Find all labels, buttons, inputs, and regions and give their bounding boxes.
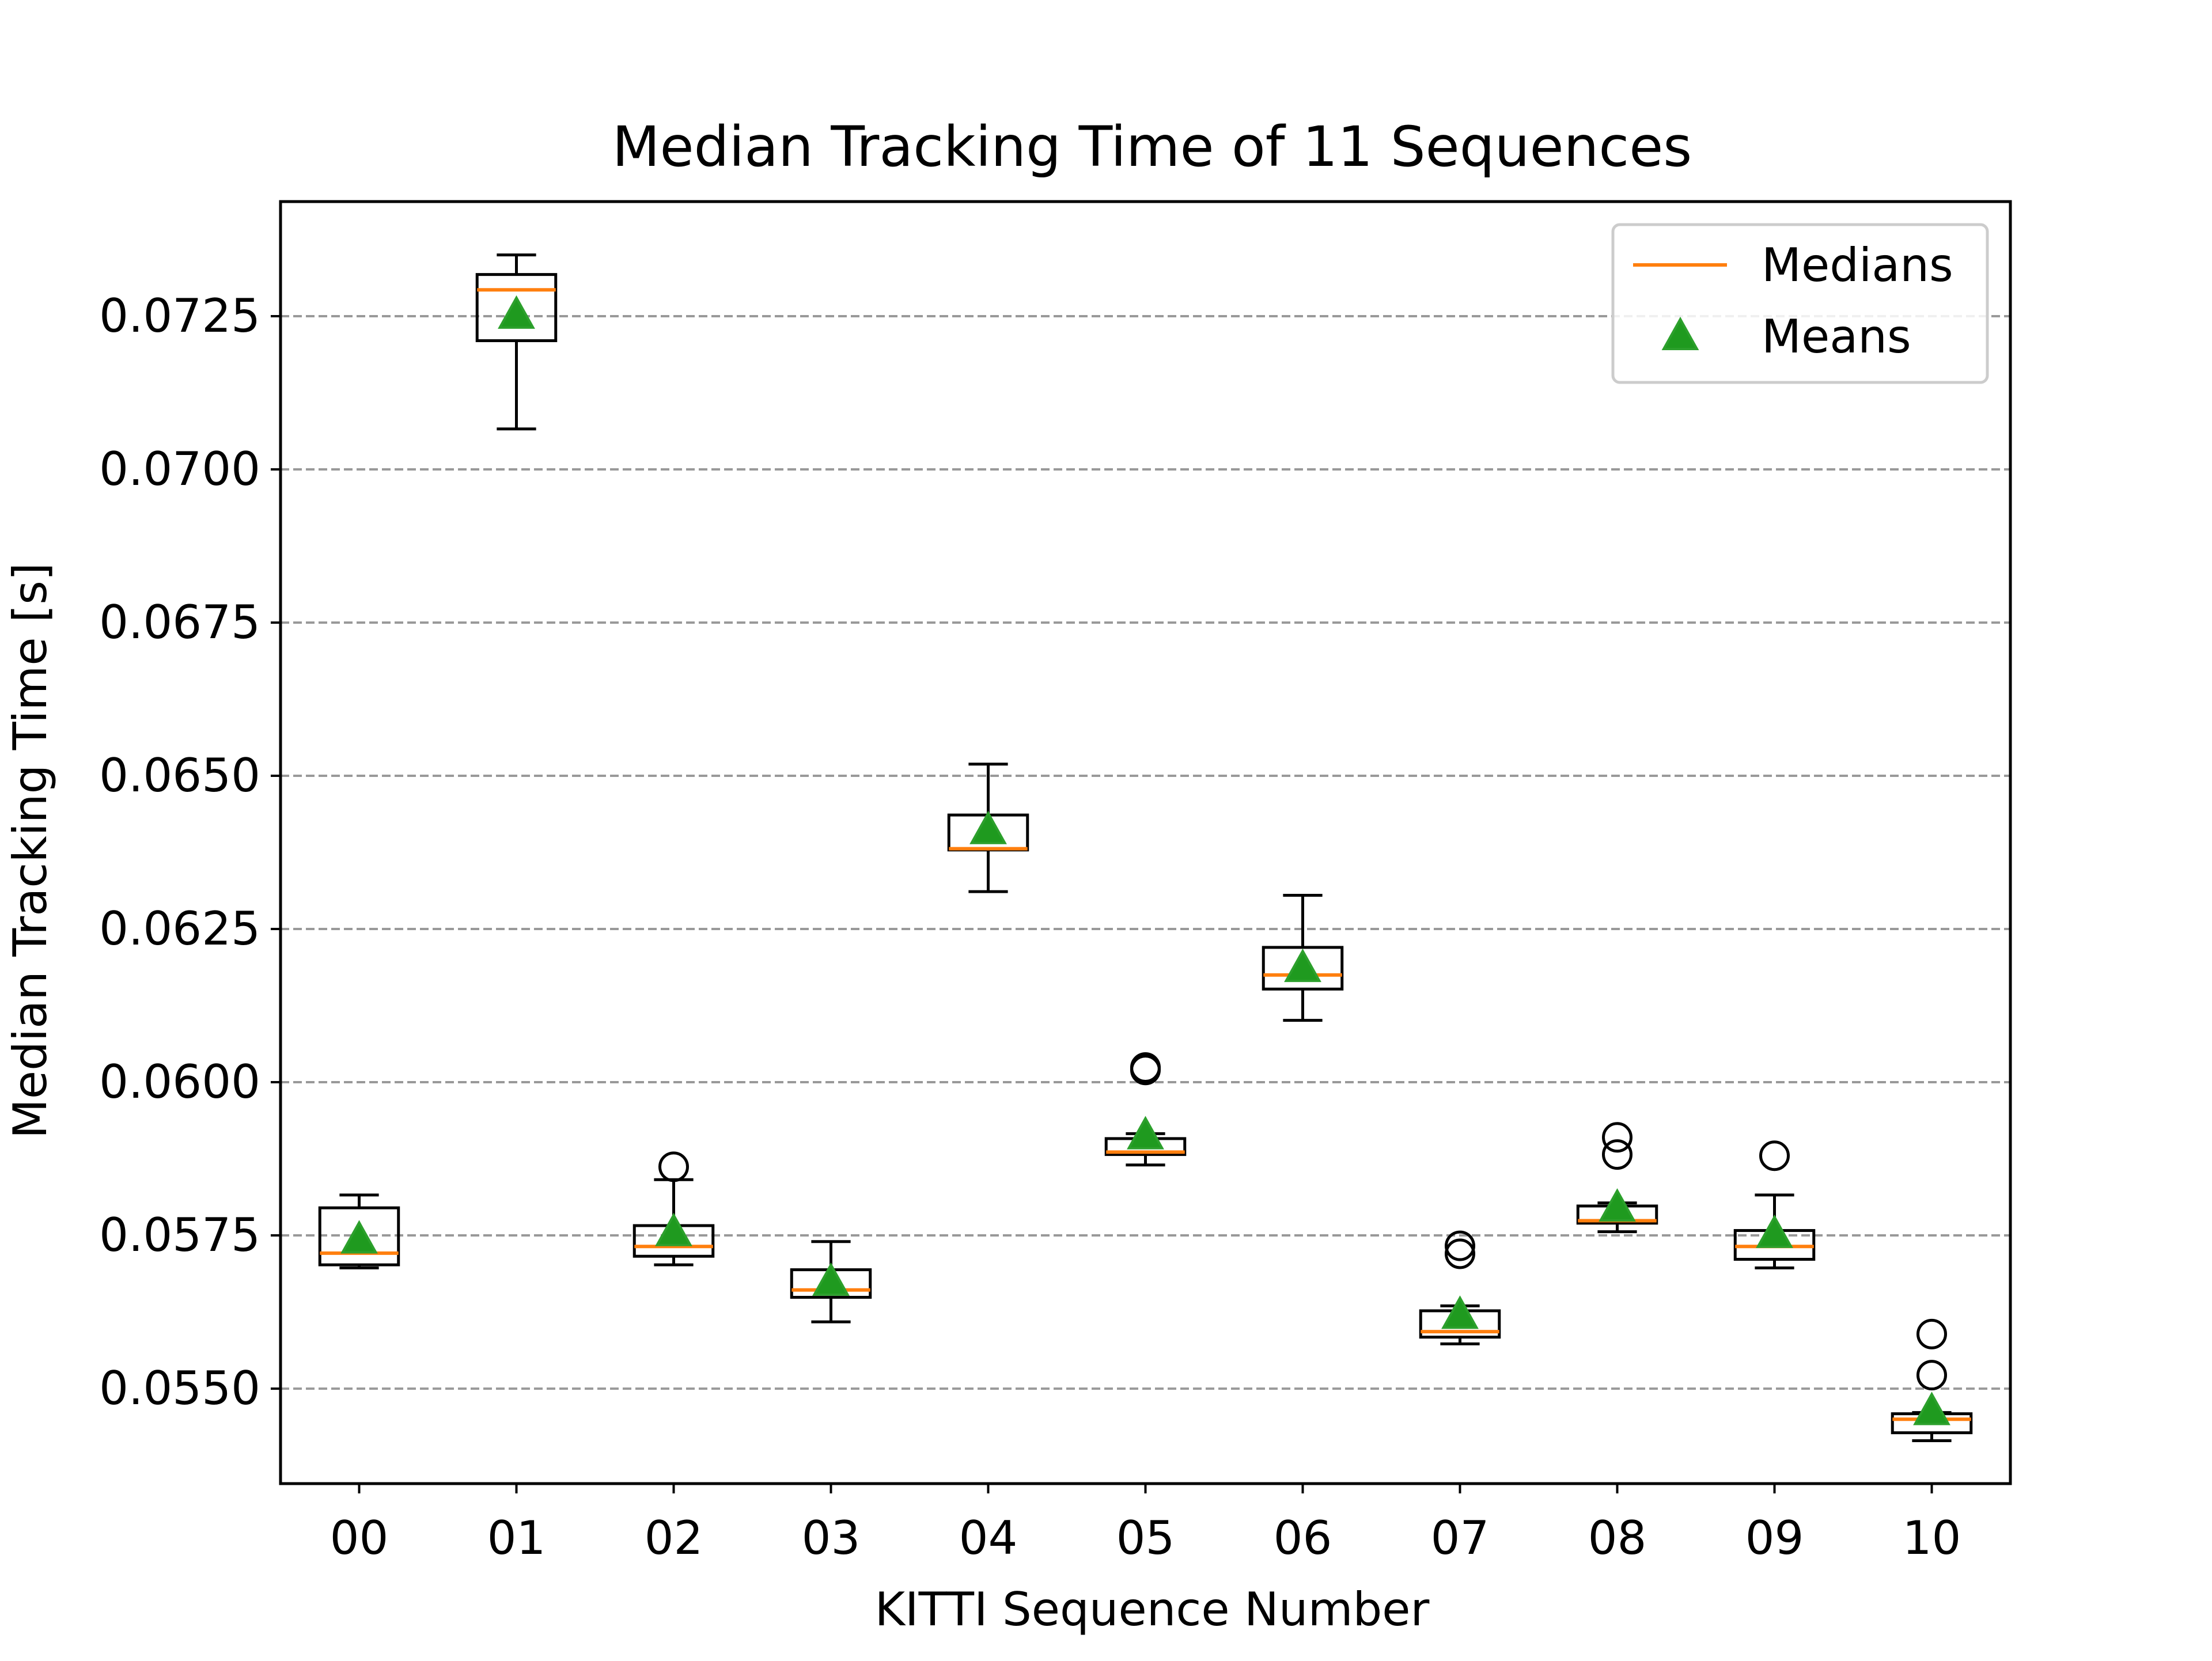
x-tick-label: 03	[802, 1511, 861, 1565]
mean-marker	[1913, 1391, 1950, 1425]
box-group-05	[1104, 1052, 1187, 1167]
mean-marker	[1284, 949, 1321, 983]
y-tick-label: 0.0700	[99, 442, 260, 496]
legend-label-means: Means	[1762, 310, 1911, 363]
x-tick-label: 08	[1588, 1511, 1647, 1565]
boxes-layer	[318, 253, 1973, 1443]
mean-marker	[498, 295, 535, 329]
x-axis-label: KITTI Sequence Number	[875, 1583, 1430, 1636]
y-tick-label: 0.0575	[99, 1208, 260, 1262]
y-tick-label: 0.0550	[99, 1362, 260, 1415]
box-group-01	[475, 253, 558, 431]
axes-layer: 0.0550 0.0575 0.0600 0.0625 0.0650 0.0675 0.07…	[99, 200, 2012, 1565]
x-tick-label: 01	[487, 1511, 546, 1565]
x-tick-label: 00	[330, 1511, 389, 1565]
y-tick-label: 0.0600	[99, 1055, 260, 1109]
x-tick-label: 02	[645, 1511, 703, 1565]
y-tick-label: 0.0675	[99, 596, 260, 649]
mean-marker	[812, 1262, 850, 1296]
y-tick-label: 0.0625	[99, 902, 260, 955]
box-group-03	[790, 1240, 872, 1324]
x-tick-label: 07	[1431, 1511, 1490, 1565]
box-group-09	[1733, 1140, 1816, 1269]
y-tick-label: 0.0725	[99, 289, 260, 343]
mean-marker	[340, 1220, 378, 1254]
box-group-08	[1576, 1122, 1658, 1234]
outlier-point	[1130, 1052, 1161, 1083]
mean-marker	[655, 1212, 692, 1246]
plot-frame	[279, 200, 2012, 1485]
outlier-point	[1916, 1360, 1947, 1391]
box-group-04	[947, 763, 1029, 893]
box-iqr	[475, 273, 558, 343]
mean-marker	[1441, 1295, 1479, 1329]
legend-mean-swatch	[1661, 316, 1699, 350]
box-group-02	[632, 1151, 715, 1266]
y-axis-label: Median Tracking Time [s]	[3, 563, 57, 1139]
y-tick-label: 0.0650	[99, 749, 260, 802]
x-tick-label: 09	[1745, 1511, 1804, 1565]
outlier-point	[1759, 1140, 1790, 1171]
outlier-point	[1445, 1238, 1475, 1269]
box-iqr	[1262, 946, 1344, 991]
chart-title: Median Tracking Time of 11 Sequences	[612, 115, 1692, 179]
outlier-point	[1445, 1230, 1475, 1261]
legend-label-medians: Medians	[1762, 238, 1953, 292]
x-tick-label: 10	[1903, 1511, 1961, 1565]
x-tick-label: 05	[1116, 1511, 1175, 1565]
outlier-point	[1602, 1122, 1633, 1153]
box-iqr	[318, 1206, 400, 1266]
mean-marker	[1756, 1214, 1793, 1248]
outlier-point	[1602, 1139, 1633, 1170]
box-group-00	[318, 1193, 400, 1269]
box-group-07	[1419, 1230, 1501, 1345]
mean-marker	[1599, 1188, 1636, 1222]
box-group-06	[1262, 894, 1344, 1022]
box-group-10	[1891, 1318, 1973, 1443]
x-tick-label: 06	[1274, 1511, 1332, 1565]
mean-marker	[1127, 1116, 1164, 1150]
legend: Medians Means	[1611, 223, 1989, 384]
outlier-point	[1916, 1318, 1947, 1349]
mean-marker	[969, 810, 1007, 844]
x-tick-label: 04	[959, 1511, 1018, 1565]
outlier-point	[658, 1151, 689, 1182]
